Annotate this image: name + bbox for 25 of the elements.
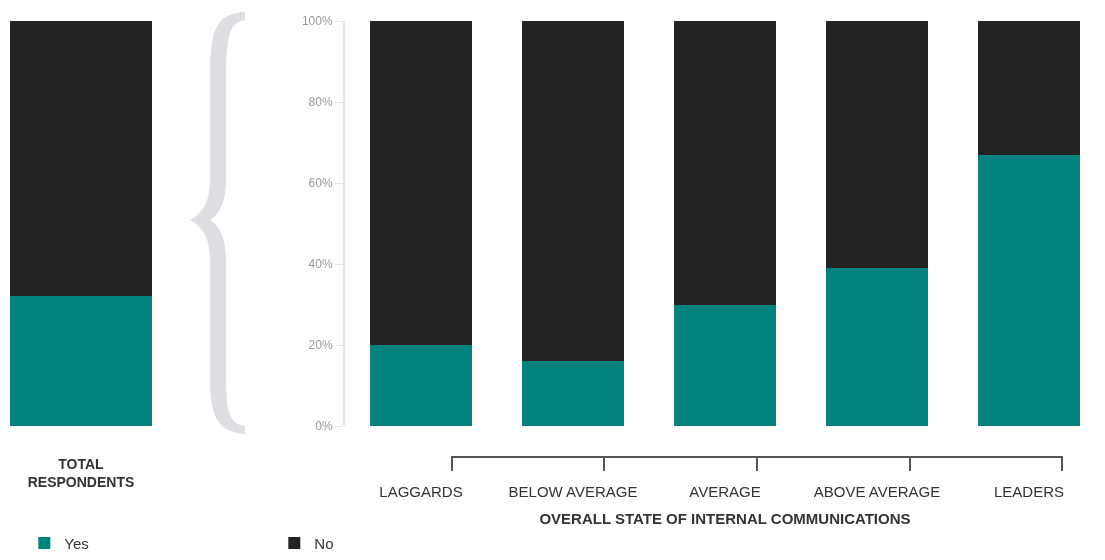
x-tick-label: TOTAL RESPONDENTS [27, 456, 135, 491]
y-tick-label: 40% [308, 257, 333, 272]
x-tick-label: AVERAGE [689, 483, 761, 500]
x-tick-label: BELOW AVERAGE [508, 483, 638, 500]
bar [522, 21, 624, 362]
y-tick-label: 100% [301, 14, 333, 29]
y-tick-label: 0% [315, 419, 333, 434]
legend-label: Yes [64, 534, 89, 552]
bar [674, 304, 776, 426]
bar [370, 345, 472, 426]
y-tick-label: 80% [308, 95, 333, 110]
y-tick-label: 60% [308, 176, 333, 191]
bar [826, 21, 928, 269]
bar [978, 154, 1080, 426]
x-axis-title: OVERALL STATE OF INTERNAL COMMUNICATIONS [539, 509, 911, 527]
x-tick-label: LAGGARDS [379, 483, 463, 500]
bar [826, 268, 928, 426]
x-tick-label: LEADERS [993, 483, 1065, 500]
bar [978, 21, 1080, 155]
y-tick-label: 20% [308, 338, 333, 353]
bar [674, 21, 776, 305]
legend-label: No [314, 534, 334, 552]
bar [370, 21, 472, 345]
bar [522, 361, 624, 426]
x-tick-label: ABOVE AVERAGE [813, 483, 941, 500]
